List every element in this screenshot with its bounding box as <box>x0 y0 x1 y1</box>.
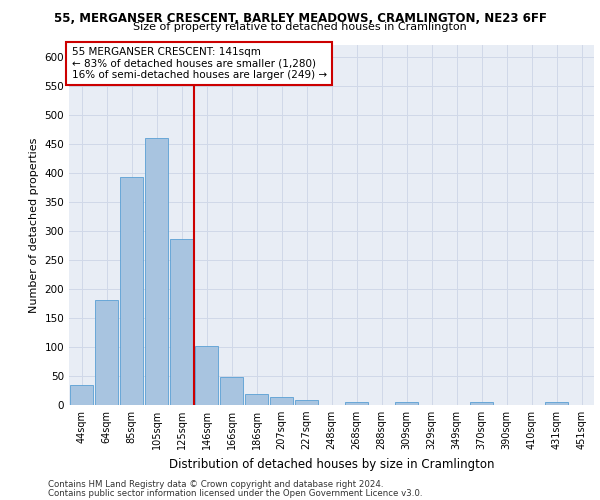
Text: Size of property relative to detached houses in Cramlington: Size of property relative to detached ho… <box>133 22 467 32</box>
Text: Contains public sector information licensed under the Open Government Licence v3: Contains public sector information licen… <box>48 488 422 498</box>
Bar <box>220 377 243 405</box>
Bar <box>195 346 218 405</box>
Bar <box>170 239 193 405</box>
Bar <box>145 138 168 405</box>
Bar <box>345 402 368 405</box>
Bar <box>545 402 568 405</box>
Text: 55 MERGANSER CRESCENT: 141sqm
← 83% of detached houses are smaller (1,280)
16% o: 55 MERGANSER CRESCENT: 141sqm ← 83% of d… <box>71 47 327 80</box>
Bar <box>270 398 293 405</box>
X-axis label: Distribution of detached houses by size in Cramlington: Distribution of detached houses by size … <box>169 458 494 470</box>
Bar <box>295 400 318 405</box>
Text: Contains HM Land Registry data © Crown copyright and database right 2024.: Contains HM Land Registry data © Crown c… <box>48 480 383 489</box>
Bar <box>245 394 268 405</box>
Bar <box>395 402 418 405</box>
Bar <box>95 300 118 405</box>
Y-axis label: Number of detached properties: Number of detached properties <box>29 138 39 312</box>
Bar <box>70 384 93 405</box>
Text: 55, MERGANSER CRESCENT, BARLEY MEADOWS, CRAMLINGTON, NE23 6FF: 55, MERGANSER CRESCENT, BARLEY MEADOWS, … <box>53 12 547 26</box>
Bar <box>120 177 143 405</box>
Bar <box>470 402 493 405</box>
